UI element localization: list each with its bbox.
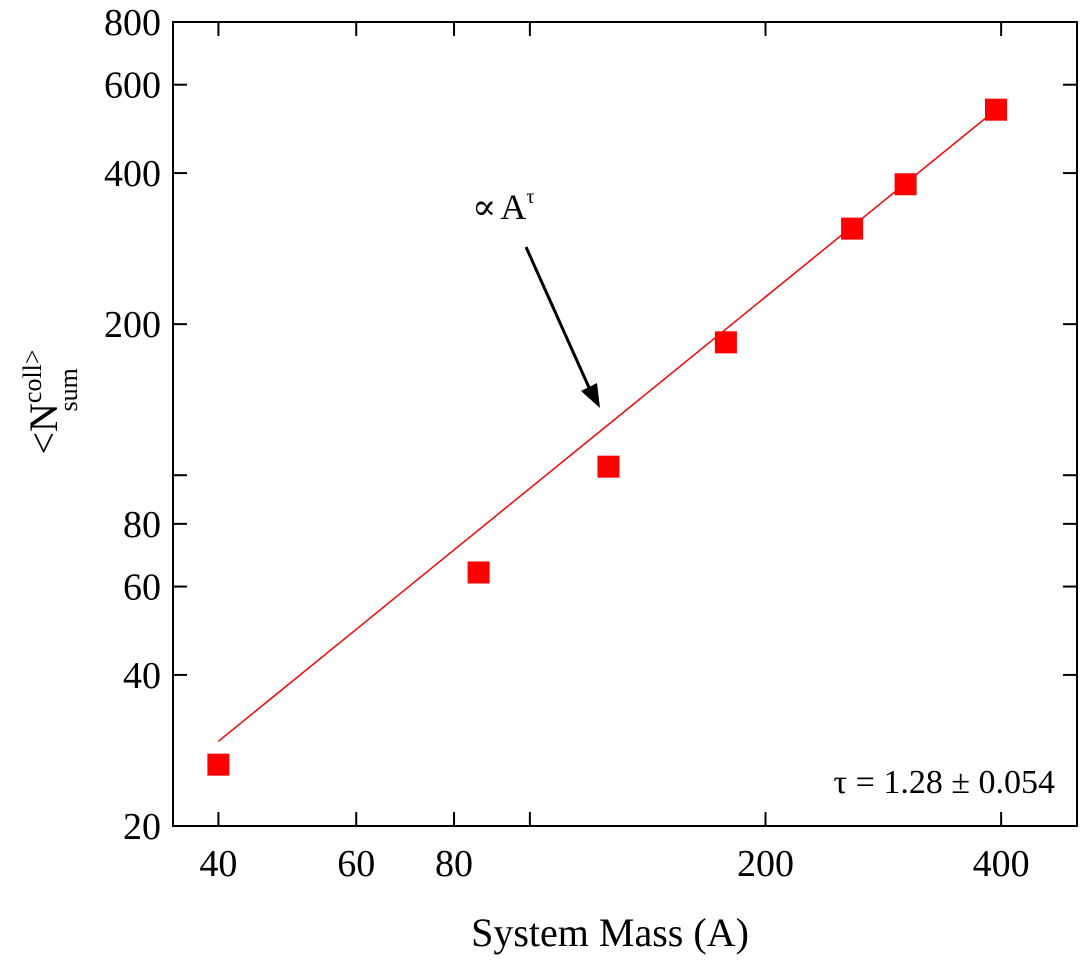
plot-frame xyxy=(172,21,1078,827)
annotation-arrow xyxy=(524,246,600,408)
proportional-exponent: τ xyxy=(526,186,534,208)
y-axis-label-sup: coll> xyxy=(18,349,47,403)
proportional-base: A xyxy=(500,187,526,227)
data-point xyxy=(467,561,490,584)
y-tick-label: 60 xyxy=(123,567,161,609)
y-axis-label-base: <N xyxy=(21,403,66,454)
ticks-layer xyxy=(173,21,1077,827)
x-axis-label: System Mass (A) xyxy=(471,910,749,955)
data-point xyxy=(207,753,230,776)
y-axis-label: <Ncoll> sum xyxy=(18,349,83,454)
data-point xyxy=(894,173,917,196)
data-point xyxy=(985,98,1008,121)
fit-line xyxy=(217,109,997,742)
y-tick-label: 20 xyxy=(123,806,161,848)
proportional-annotation: ∝ Aτ xyxy=(472,186,534,227)
x-tick-label: 80 xyxy=(435,843,473,885)
y-tick-label: 80 xyxy=(123,504,161,546)
x-tick-label: 60 xyxy=(337,843,375,885)
data-point xyxy=(597,455,620,478)
y-tick-label: 40 xyxy=(123,655,161,697)
data-point xyxy=(714,331,737,354)
y-tick-label: 400 xyxy=(104,153,161,195)
y-tick-label: 800 xyxy=(104,2,161,44)
fit-result-text: τ = 1.28 ± 0.054 xyxy=(834,764,1056,801)
y-axis-label-sub: sum xyxy=(54,368,83,411)
x-tick-label: 400 xyxy=(973,843,1030,885)
x-tick-label: 40 xyxy=(199,843,237,885)
y-tick-label: 600 xyxy=(104,65,161,107)
proportional-symbol: ∝ xyxy=(472,187,496,227)
y-tick-label: 200 xyxy=(104,304,161,346)
data-point xyxy=(841,217,864,240)
points-layer xyxy=(207,98,1008,776)
fit-layer xyxy=(217,109,997,742)
labels-layer: 40 60 80 200 400 20 40 60 80 200 400 600 800 xyxy=(104,2,1030,885)
x-tick-label: 200 xyxy=(737,843,794,885)
